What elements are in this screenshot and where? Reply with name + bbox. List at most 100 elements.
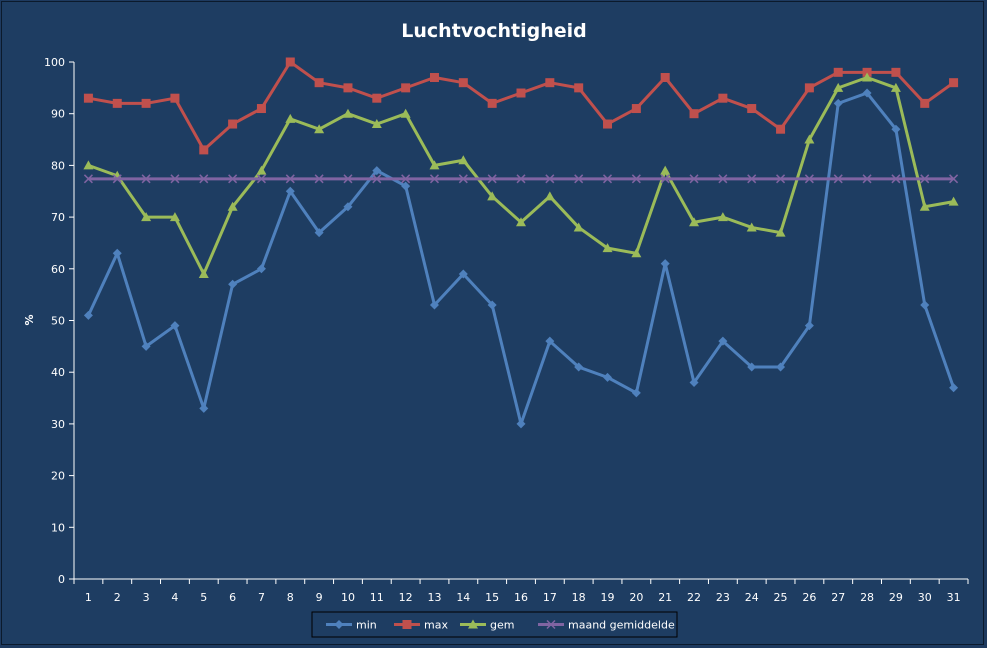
data-point-maand-gemiddelde [891, 174, 901, 184]
data-point-max [343, 83, 353, 93]
legend-marker-gem [468, 619, 478, 629]
x-tick-label: 31 [947, 591, 961, 604]
data-point-gem [602, 243, 613, 253]
data-point-maand-gemiddelde [343, 174, 353, 184]
series-line-max [88, 60, 955, 152]
data-point-min [228, 279, 238, 289]
x-tick-label: 27 [831, 591, 845, 604]
x-tick-label: 30 [918, 591, 932, 604]
y-tick-label: 40 [51, 366, 65, 379]
data-point-maand-gemiddelde [516, 174, 526, 184]
data-point-min [83, 310, 93, 320]
data-point-min [891, 124, 901, 134]
data-point-maand-gemiddelde [833, 174, 843, 184]
data-point-maand-gemiddelde [747, 174, 757, 184]
legend-box [311, 611, 678, 638]
y-tick-label: 20 [51, 470, 65, 483]
data-point-maand-gemiddelde [689, 174, 699, 184]
data-point-min [689, 378, 699, 388]
data-point-gem [342, 108, 353, 118]
y-tick-label: 30 [51, 418, 65, 431]
data-point-gem [948, 196, 959, 206]
data-point-maand-gemiddelde [285, 174, 295, 184]
x-tick-label: 10 [341, 591, 355, 604]
data-point-gem [746, 222, 757, 232]
data-point-min [314, 228, 324, 238]
data-point-gem [169, 212, 180, 222]
data-point-min [256, 264, 266, 274]
x-tick-label: 9 [316, 591, 323, 604]
data-point-max [141, 98, 151, 108]
data-point-gem [429, 160, 440, 170]
data-point-maand-gemiddelde [170, 174, 180, 184]
data-point-min [631, 388, 641, 398]
data-point-max [689, 109, 699, 119]
x-tick-label: 8 [287, 591, 294, 604]
data-point-max [920, 98, 930, 108]
data-point-min [920, 300, 930, 310]
data-point-maand-gemiddelde [545, 174, 555, 184]
x-tick-label: 6 [229, 591, 236, 604]
data-point-maand-gemiddelde [660, 174, 670, 184]
data-point-maand-gemiddelde [141, 174, 151, 184]
x-tick-label: 20 [629, 591, 643, 604]
data-point-min [574, 362, 584, 372]
data-point-min [343, 202, 353, 212]
data-point-gem [371, 119, 382, 129]
data-point-maand-gemiddelde [458, 174, 468, 184]
data-point-max [718, 93, 728, 103]
data-point-max [516, 88, 526, 98]
data-point-min [603, 372, 613, 382]
x-tick-label: 14 [456, 591, 470, 604]
data-point-maand-gemiddelde [256, 174, 266, 184]
x-tick-label: 15 [485, 591, 499, 604]
x-tick-label: 11 [370, 591, 384, 604]
data-point-gem [256, 165, 267, 175]
legend-marker-min [334, 620, 344, 629]
x-tick-label: 4 [171, 591, 178, 604]
x-tick-label: 29 [889, 591, 903, 604]
data-point-min [141, 341, 151, 351]
data-point-min [660, 259, 670, 269]
data-point-gem [227, 201, 238, 211]
data-point-gem [198, 268, 209, 278]
data-point-maand-gemiddelde [314, 174, 324, 184]
x-tick-label: 19 [601, 591, 615, 604]
legend-marker-max [402, 620, 412, 629]
series-line-min [87, 91, 955, 426]
y-axis-label: % [23, 314, 36, 325]
data-point-gem [573, 222, 584, 232]
data-point-maand-gemiddelde [574, 174, 584, 184]
x-tick-label: 12 [399, 591, 413, 604]
x-tick-label: 18 [572, 591, 586, 604]
data-point-gem [804, 134, 815, 144]
data-point-gem [631, 248, 642, 258]
data-point-max [429, 73, 439, 83]
data-point-maand-gemiddelde [487, 174, 497, 184]
x-tick-label: 5 [200, 591, 207, 604]
data-point-max [487, 98, 497, 108]
data-point-max [112, 98, 122, 108]
x-tick-label: 23 [716, 591, 730, 604]
data-point-maand-gemiddelde [862, 174, 872, 184]
series-gem [83, 72, 959, 278]
data-point-gem [862, 72, 873, 82]
data-point-max [603, 119, 613, 129]
series-max [83, 57, 959, 155]
legend: min max gem maand gemiddelde [311, 611, 678, 638]
data-point-max [199, 145, 209, 155]
x-tick-label: 3 [143, 591, 150, 604]
data-point-min [285, 186, 295, 196]
series-min [83, 88, 959, 429]
y-tick-label: 90 [51, 108, 65, 121]
data-point-gem [775, 227, 786, 237]
legend-label-gem: gem [490, 619, 514, 632]
data-point-min [516, 419, 526, 429]
data-point-max [660, 73, 670, 83]
data-point-min [487, 300, 497, 310]
x-tick-label: 13 [427, 591, 441, 604]
data-point-max [372, 93, 382, 103]
x-tick-label: 2 [114, 591, 121, 604]
data-point-min [949, 383, 959, 393]
